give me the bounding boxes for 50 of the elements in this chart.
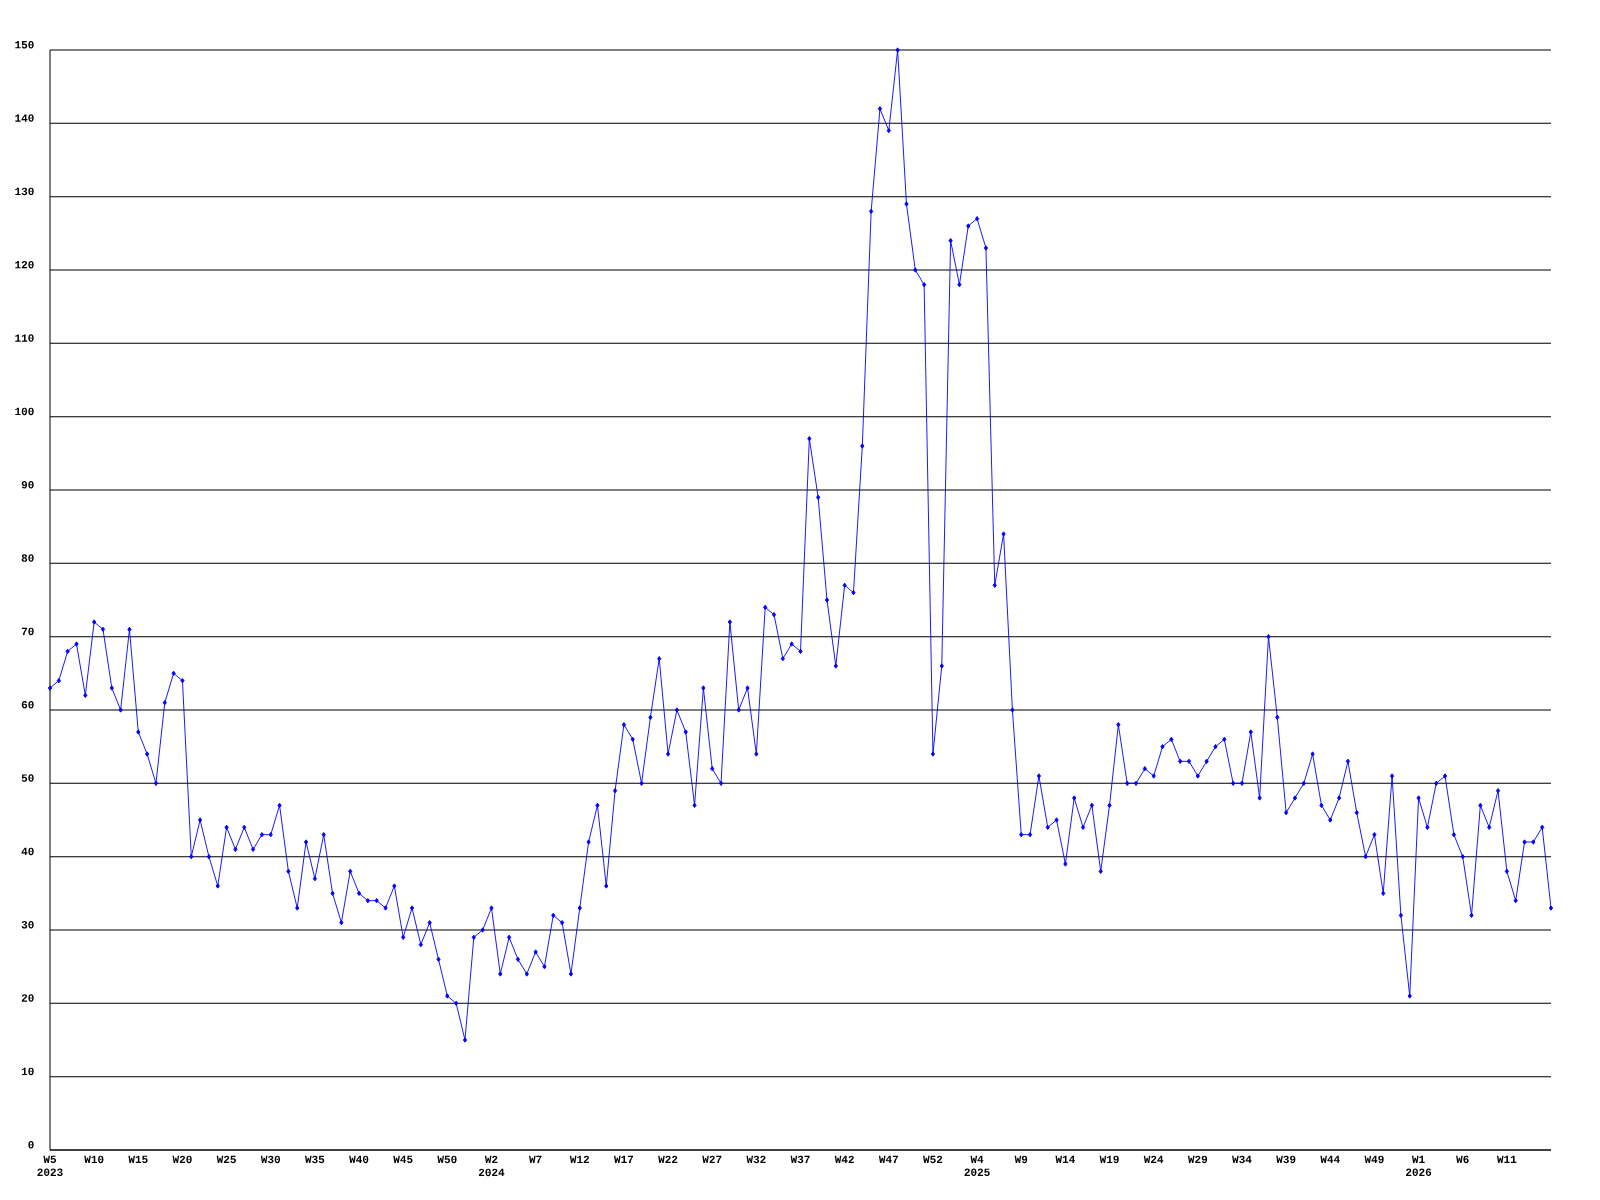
- y-tick-label: 120: [15, 261, 34, 269]
- y-tick-label: 20: [21, 994, 34, 1002]
- x-tick-label: W39: [1276, 1155, 1296, 1164]
- x-tick-label: W34: [1232, 1155, 1252, 1164]
- x-tick-label: W24: [1143, 1155, 1164, 1164]
- x-tick-label: W47: [878, 1155, 898, 1163]
- x-tick-label: W14: [1055, 1155, 1075, 1163]
- x-tick-label: W5 2023: [37, 1155, 63, 1177]
- x-tick-label: W11: [1496, 1155, 1517, 1163]
- x-tick-label: W1 2026: [1406, 1155, 1432, 1177]
- x-tick-label: W9: [1014, 1155, 1028, 1164]
- y-tick-label: 10: [21, 1067, 34, 1076]
- x-tick-label: W30: [260, 1155, 280, 1164]
- x-tick-label: W19: [1099, 1155, 1119, 1164]
- x-tick-label: W10: [84, 1155, 104, 1164]
- y-tick-label: 0: [28, 1141, 34, 1149]
- y-tick-label: 60: [21, 701, 34, 709]
- x-tick-label: W44: [1320, 1155, 1340, 1163]
- x-tick-label: W52: [923, 1155, 943, 1164]
- x-tick-label: W20: [172, 1155, 192, 1164]
- x-tick-label: W42: [834, 1155, 854, 1164]
- x-tick-label: W45: [393, 1155, 413, 1164]
- x-tick-label: W27: [702, 1155, 722, 1164]
- y-tick-label: 40: [21, 847, 34, 856]
- y-tick-label: 50: [21, 774, 34, 782]
- y-tick-label: 100: [15, 407, 34, 416]
- y-tick-label: 90: [21, 481, 34, 489]
- y-tick-label: 110: [15, 334, 34, 342]
- y-tick-label: 80: [21, 554, 34, 562]
- x-tick-label: W37: [790, 1155, 810, 1164]
- y-tick-label: 150: [15, 41, 34, 49]
- y-tick-label: 30: [21, 920, 34, 929]
- x-tick-label: W40: [349, 1155, 369, 1164]
- x-tick-label: W22: [658, 1155, 678, 1164]
- x-tick-label: W2 2024: [478, 1155, 505, 1177]
- x-tick-label: W50: [437, 1155, 457, 1164]
- y-tick-label: 130: [15, 187, 34, 196]
- y-tick-label: 140: [15, 114, 34, 122]
- x-tick-label: W25: [216, 1155, 236, 1164]
- x-tick-label: W15: [128, 1155, 148, 1164]
- x-tick-label: W17: [614, 1155, 634, 1163]
- x-tick-label: W6: [1456, 1155, 1469, 1164]
- x-tick-label: W32: [746, 1155, 766, 1164]
- x-tick-label: W12: [569, 1155, 590, 1164]
- x-tick-label: W35: [304, 1155, 325, 1164]
- x-tick-label: W49: [1364, 1155, 1384, 1164]
- y-tick-label: 70: [21, 627, 34, 636]
- x-tick-label: W4 2025: [964, 1155, 990, 1177]
- x-tick-label: W29: [1187, 1155, 1208, 1164]
- x-tick-label: W7: [529, 1155, 542, 1163]
